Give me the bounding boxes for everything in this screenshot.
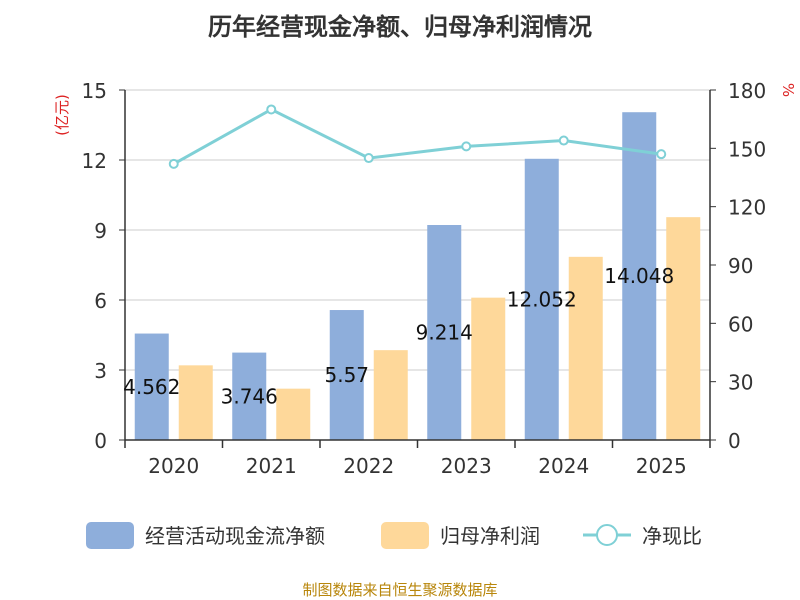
data-label: 9.214 xyxy=(416,321,473,345)
data-label: 3.746 xyxy=(221,384,278,408)
bar-netprofit xyxy=(276,388,311,440)
bar-netprofit xyxy=(666,217,701,440)
right-tick-label: 60 xyxy=(728,312,753,336)
legend-item-netprofit[interactable]: 归母净利润 xyxy=(381,522,540,549)
bar-netprofit xyxy=(471,297,506,440)
bars xyxy=(134,112,701,441)
x-tick-label: 2023 xyxy=(441,454,492,478)
left-tick-label: 0 xyxy=(94,429,107,453)
ratio-point xyxy=(461,141,472,152)
chart-title: 历年经营现金净额、归母净利润情况 xyxy=(208,13,592,41)
right-tick-label: 120 xyxy=(728,196,766,220)
legend-swatch-cashflow xyxy=(86,522,134,549)
ratio-point xyxy=(168,158,179,169)
right-axis-label: % xyxy=(779,83,797,97)
ratio-line-path xyxy=(173,107,662,166)
data-label: 12.052 xyxy=(507,287,577,311)
left-tick-label: 3 xyxy=(94,359,107,383)
x-tick-label: 2024 xyxy=(538,454,589,478)
x-tick-label: 2022 xyxy=(343,454,394,478)
left-tick-label: 6 xyxy=(94,289,107,313)
right-tick-label: 180 xyxy=(728,79,766,103)
bar-cashflow xyxy=(329,310,364,440)
data-labels: 4.562 3.746 5.57 9.214 12.052 14.048 xyxy=(123,264,674,408)
bar-cashflow xyxy=(232,352,267,440)
ratio-line xyxy=(168,104,667,169)
data-label: 4.562 xyxy=(123,375,180,399)
bar-cashflow xyxy=(134,333,169,440)
source-footer: 制图数据来自恒生聚源数据库 xyxy=(302,581,497,599)
x-tick-label: 2025 xyxy=(636,454,687,478)
legend: 经营活动现金流净额 归母净利润 净现比 xyxy=(86,522,702,549)
ratio-point xyxy=(363,153,374,164)
bar-cashflow xyxy=(524,158,559,440)
right-tick-label: 0 xyxy=(728,429,741,453)
legend-label-netprofit: 归母净利润 xyxy=(440,524,540,548)
data-label: 5.57 xyxy=(324,363,369,387)
data-label: 14.048 xyxy=(604,264,674,288)
right-tick-label: 90 xyxy=(728,254,753,278)
legend-label-cashflow: 经营活动现金流净额 xyxy=(145,524,325,548)
left-tick-label: 15 xyxy=(82,79,107,103)
bar-netprofit xyxy=(178,365,213,440)
bar-cashflow xyxy=(427,225,462,440)
left-tick-label: 9 xyxy=(94,219,107,243)
right-tick-label: 150 xyxy=(728,137,766,161)
legend-swatch-netprofit xyxy=(381,522,429,549)
legend-item-cashflow[interactable]: 经营活动现金流净额 xyxy=(86,522,325,549)
x-tick-label: 2020 xyxy=(148,454,199,478)
legend-item-ratio[interactable]: 净现比 xyxy=(583,524,702,548)
ratio-point xyxy=(656,149,667,160)
x-tick-label: 2021 xyxy=(246,454,297,478)
ratio-point xyxy=(266,104,277,115)
bar-cashflow xyxy=(622,112,657,441)
legend-label-ratio: 净现比 xyxy=(642,524,702,548)
left-axis-label: (亿元) xyxy=(53,94,71,136)
legend-swatch-ratio-marker xyxy=(596,524,618,546)
ratio-point xyxy=(558,135,569,146)
right-tick-label: 30 xyxy=(728,371,753,395)
left-tick-label: 12 xyxy=(82,149,107,173)
bar-netprofit xyxy=(568,256,603,440)
bar-netprofit xyxy=(373,350,408,440)
